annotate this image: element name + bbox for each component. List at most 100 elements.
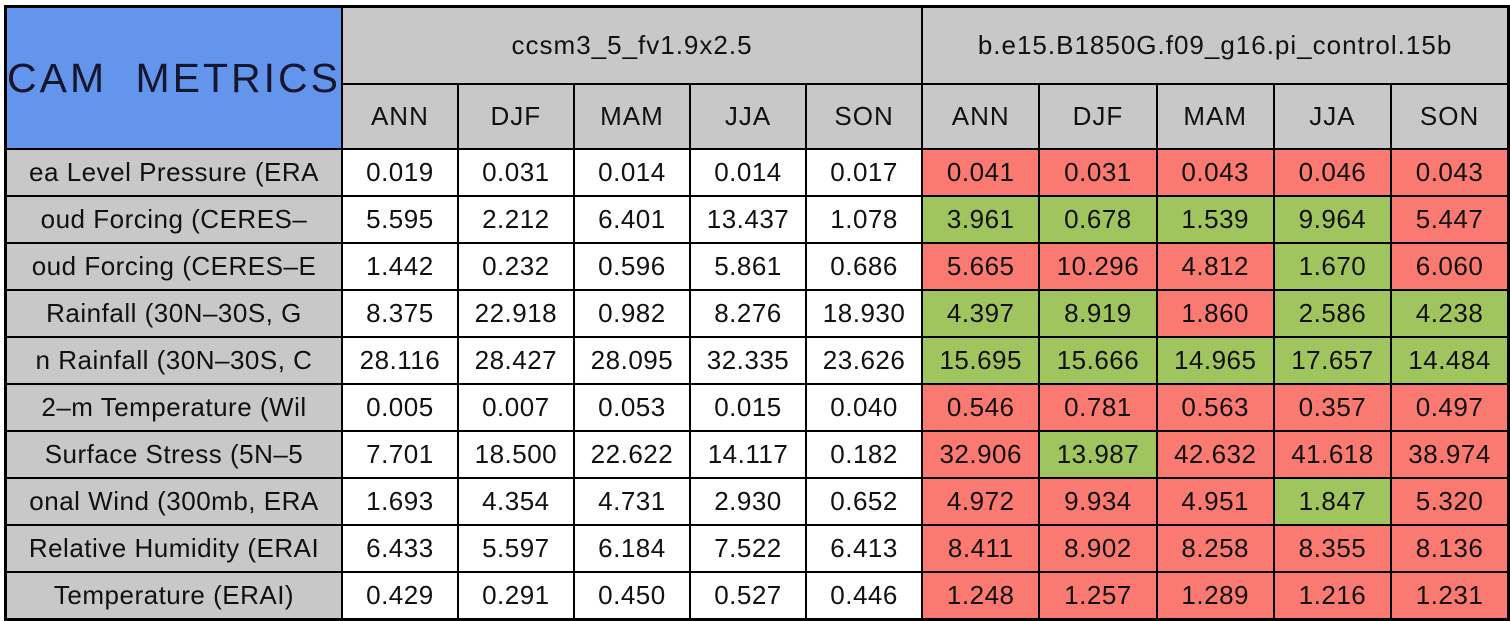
test-value-cell-worse: 1.248	[921, 571, 1041, 621]
test-value-cell-worse: 41.618	[1272, 430, 1393, 479]
test-value-cell-worse: 0.043	[1155, 148, 1275, 197]
metric-label: n Rainfall (30N–30S, C	[4, 336, 343, 385]
test-value-cell-better: 3.961	[921, 195, 1041, 244]
season-header-row: ANN DJF MAM JJA SON ANN DJF MAM JJA SON	[6, 83, 1510, 150]
test-value-cell-better: 13.987	[1038, 430, 1158, 479]
table-row: n Rainfall (30N–30S, C 28.116 28.427 28.095…	[4, 336, 1510, 385]
test-value-cell-better: 1.670	[1272, 242, 1393, 291]
control-value-cell: 1.693	[341, 477, 459, 526]
metric-label: Surface Stress (5N–5	[4, 430, 343, 479]
control-value-cell: 0.686	[805, 242, 924, 291]
season-header-ann-g2: ANN	[921, 83, 1041, 150]
test-value-cell-worse: 4.812	[1155, 242, 1275, 291]
control-value-cell: 32.335	[688, 336, 808, 385]
control-value-cell: 28.095	[572, 336, 691, 385]
control-value-cell: 0.232	[456, 242, 575, 291]
control-value-cell: 4.354	[456, 477, 575, 526]
control-value-cell: 28.116	[341, 336, 459, 385]
season-header-ann-g1: ANN	[341, 83, 459, 150]
test-value-cell-worse: 4.972	[921, 477, 1041, 526]
control-value-cell: 8.276	[688, 289, 808, 338]
season-header-mam-g2: MAM	[1155, 83, 1275, 150]
control-value-cell: 0.652	[805, 477, 924, 526]
season-header-djf-g1: DJF	[456, 83, 575, 150]
test-value-cell-better: 1.847	[1272, 477, 1393, 526]
season-header-son-g2: SON	[1390, 83, 1510, 150]
control-value-cell: 23.626	[805, 336, 924, 385]
control-value-cell: 5.597	[456, 524, 575, 573]
control-value-cell: 18.500	[456, 430, 575, 479]
control-value-cell: 0.007	[456, 383, 575, 432]
test-value-cell-worse: 1.231	[1390, 571, 1510, 621]
season-header-jja-g1: JJA	[688, 83, 808, 150]
test-value-cell-worse: 38.974	[1390, 430, 1510, 479]
control-value-cell: 1.442	[341, 242, 459, 291]
table-row: Relative Humidity (ERAI 6.433 5.597 6.184 7.…	[4, 524, 1510, 573]
test-value-cell-worse: 1.860	[1155, 289, 1275, 338]
test-value-cell-better: 14.965	[1155, 336, 1275, 385]
control-value-cell: 0.040	[805, 383, 924, 432]
test-value-cell-worse: 6.060	[1390, 242, 1510, 291]
season-header-djf-g2: DJF	[1038, 83, 1158, 150]
column-group-test: b.e15.B1850G.f09_g16.pi_control.15b	[921, 5, 1510, 85]
control-value-cell: 0.014	[572, 148, 691, 197]
test-value-cell-worse: 5.320	[1390, 477, 1510, 526]
cam-metrics-table: CAM METRICS ccsm3_5_fv1.9x2.5 b.e15.B185…	[4, 5, 1510, 621]
test-value-cell-worse: 8.136	[1390, 524, 1510, 573]
test-value-cell-better: 9.964	[1272, 195, 1393, 244]
test-value-cell-worse: 0.781	[1038, 383, 1158, 432]
control-value-cell: 0.291	[456, 571, 575, 621]
control-value-cell: 18.930	[805, 289, 924, 338]
season-header-son-g1: SON	[805, 83, 924, 150]
test-value-cell-worse: 5.665	[921, 242, 1041, 291]
test-value-cell-better: 14.484	[1390, 336, 1510, 385]
control-value-cell: 28.427	[456, 336, 575, 385]
test-value-cell-better: 0.678	[1038, 195, 1158, 244]
test-value-cell-worse: 0.031	[1038, 148, 1158, 197]
control-value-cell: 0.053	[572, 383, 691, 432]
test-value-cell-worse: 1.216	[1272, 571, 1393, 621]
metric-label: ea Level Pressure (ERA	[4, 148, 343, 197]
test-value-cell-worse: 0.546	[921, 383, 1041, 432]
test-value-cell-worse: 0.041	[921, 148, 1041, 197]
control-value-cell: 0.429	[341, 571, 459, 621]
test-value-cell-worse: 1.289	[1155, 571, 1275, 621]
test-value-cell-better: 4.238	[1390, 289, 1510, 338]
control-value-cell: 0.031	[456, 148, 575, 197]
test-value-cell-worse: 1.257	[1038, 571, 1158, 621]
control-value-cell: 6.401	[572, 195, 691, 244]
test-value-cell-worse: 8.355	[1272, 524, 1393, 573]
metric-label: onal Wind (300mb, ERA	[4, 477, 343, 526]
test-value-cell-better: 15.666	[1038, 336, 1158, 385]
control-value-cell: 0.982	[572, 289, 691, 338]
column-group-control: ccsm3_5_fv1.9x2.5	[340, 5, 924, 85]
control-value-cell: 2.212	[456, 195, 575, 244]
test-value-cell-worse: 8.258	[1155, 524, 1275, 573]
control-value-cell: 1.078	[805, 195, 924, 244]
season-header-mam-g1: MAM	[572, 83, 691, 150]
control-value-cell: 6.433	[341, 524, 459, 573]
control-value-cell: 8.375	[341, 289, 459, 338]
control-value-cell: 0.527	[688, 571, 808, 621]
control-value-cell: 13.437	[688, 195, 808, 244]
group-header-row: CAM METRICS ccsm3_5_fv1.9x2.5 b.e15.B185…	[4, 5, 1510, 150]
table-title: CAM METRICS	[4, 5, 343, 150]
control-value-cell: 0.005	[341, 383, 459, 432]
test-value-cell-better: 17.657	[1272, 336, 1393, 385]
test-value-cell-worse: 9.934	[1038, 477, 1158, 526]
metric-label: 2–m Temperature (Wil	[4, 383, 343, 432]
control-value-cell: 2.930	[688, 477, 808, 526]
control-value-cell: 0.450	[572, 571, 691, 621]
control-value-cell: 14.117	[688, 430, 808, 479]
control-value-cell: 0.446	[805, 571, 924, 621]
control-value-cell: 22.918	[456, 289, 575, 338]
control-value-cell: 0.014	[688, 148, 808, 197]
control-value-cell: 0.015	[688, 383, 808, 432]
test-value-cell-better: 15.695	[921, 336, 1041, 385]
table-row: Rainfall (30N–30S, G 8.375 22.918 0.982 8.27…	[4, 289, 1510, 338]
test-value-cell-better: 8.919	[1038, 289, 1158, 338]
test-value-cell-worse: 0.043	[1390, 148, 1510, 197]
table-row: onal Wind (300mb, ERA 1.693 4.354 4.731 2.93…	[4, 477, 1510, 526]
control-value-cell: 4.731	[572, 477, 691, 526]
control-value-cell: 0.019	[341, 148, 459, 197]
